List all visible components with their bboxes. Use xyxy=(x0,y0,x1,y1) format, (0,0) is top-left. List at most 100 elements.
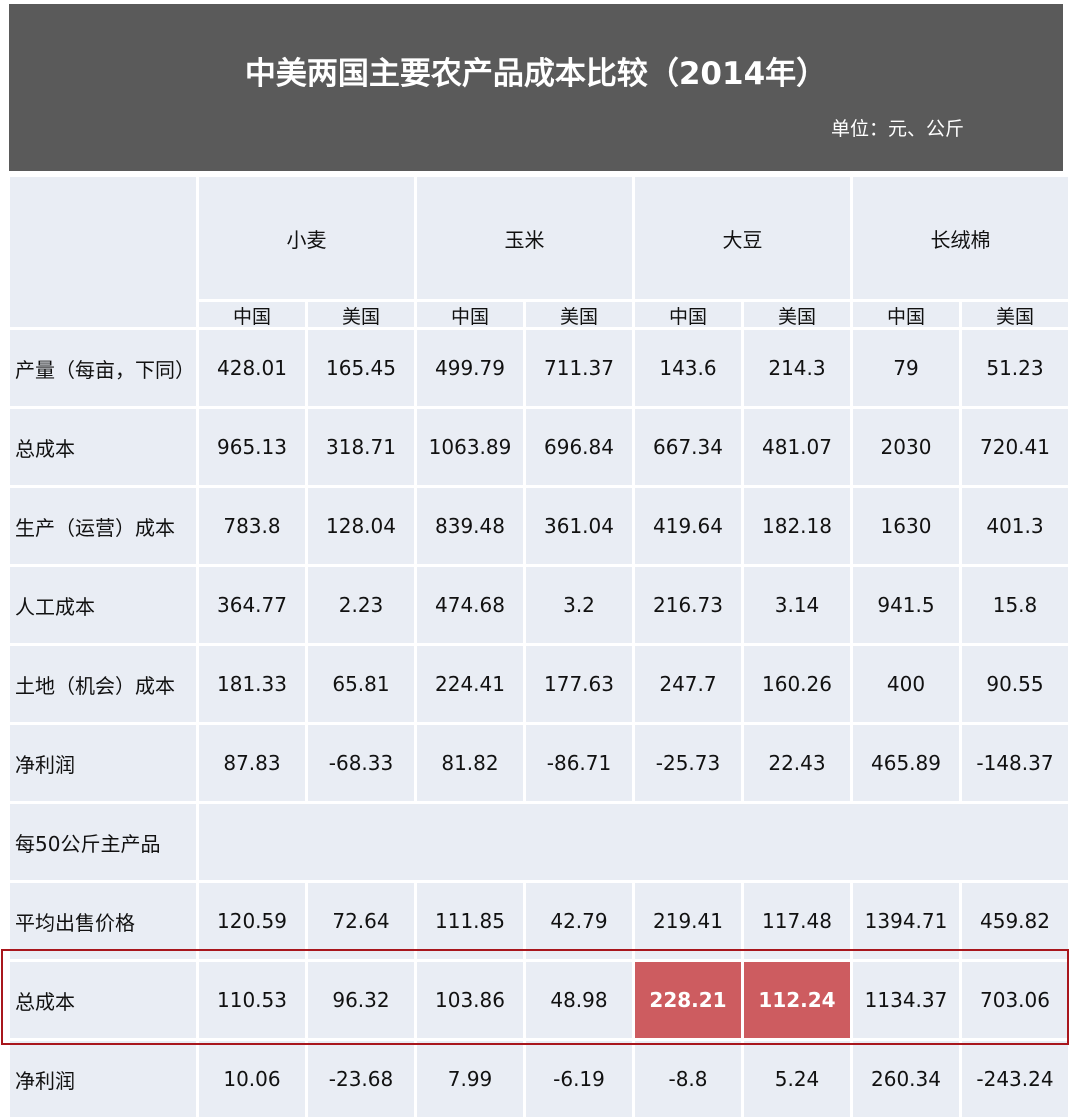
table-cell: 182.18 xyxy=(744,488,850,564)
country-header: 美国 xyxy=(962,302,1068,328)
table-cell: 219.41 xyxy=(635,883,741,959)
table-cell: 428.01 xyxy=(199,330,305,406)
table-cell: -25.73 xyxy=(635,725,741,801)
table-cell: 499.79 xyxy=(417,330,523,406)
table-cell: 1394.71 xyxy=(853,883,959,959)
table-cell: 160.26 xyxy=(744,646,850,722)
table-cell: 165.45 xyxy=(308,330,414,406)
table-cell: 711.37 xyxy=(526,330,632,406)
table-cell: 143.6 xyxy=(635,330,741,406)
country-header: 美国 xyxy=(308,302,414,328)
row-label: 净利润 xyxy=(10,1041,196,1117)
table-cell: 15.8 xyxy=(962,567,1068,643)
comparison-table: 小麦 玉米 大豆 长绒棉 中国 美国 中国 美国 中国 美国 中国 美国 产量（每亩，下同） 428.01… xyxy=(10,177,1068,1117)
table-cell: 117.48 xyxy=(744,883,850,959)
corner-cell xyxy=(10,177,196,327)
table-cell: 72.64 xyxy=(308,883,414,959)
row-label: 人工成本 xyxy=(10,567,196,643)
table-cell: 5.24 xyxy=(744,1041,850,1117)
group-header: 小麦 xyxy=(199,177,414,299)
country-header: 中国 xyxy=(635,302,741,328)
table-cell: 667.34 xyxy=(635,409,741,485)
row-label: 产量（每亩，下同） xyxy=(10,330,196,406)
section-spacer xyxy=(199,804,1068,880)
table-cell: 260.34 xyxy=(853,1041,959,1117)
table-cell: -243.24 xyxy=(962,1041,1068,1117)
table-cell: 10.06 xyxy=(199,1041,305,1117)
country-header: 中国 xyxy=(853,302,959,328)
table-cell: 90.55 xyxy=(962,646,1068,722)
table-cell: 1630 xyxy=(853,488,959,564)
table-cell: 181.33 xyxy=(199,646,305,722)
table-cell: 177.63 xyxy=(526,646,632,722)
table-cell: 7.99 xyxy=(417,1041,523,1117)
country-header: 中国 xyxy=(417,302,523,328)
table-cell: 941.5 xyxy=(853,567,959,643)
table-cell: 839.48 xyxy=(417,488,523,564)
table-cell: 81.82 xyxy=(417,725,523,801)
unit-note: 单位：元、公斤 xyxy=(831,118,965,140)
table-cell: 111.85 xyxy=(417,883,523,959)
table-cell: 79 xyxy=(853,330,959,406)
table-cell: 364.77 xyxy=(199,567,305,643)
table-cell: 965.13 xyxy=(199,409,305,485)
page-title: 中美两国主要农产品成本比较（2014年） xyxy=(244,56,828,92)
table-cell: 465.89 xyxy=(853,725,959,801)
table-cell: 318.71 xyxy=(308,409,414,485)
table-cell: 87.83 xyxy=(199,725,305,801)
row-label: 生产（运营）成本 xyxy=(10,488,196,564)
table-cell: 22.43 xyxy=(744,725,850,801)
group-header: 玉米 xyxy=(417,177,632,299)
table-cell: 459.82 xyxy=(962,883,1068,959)
row-label: 每50公斤主产品 xyxy=(10,804,196,880)
table-cell: 783.8 xyxy=(199,488,305,564)
highlighted-cell: 112.24 xyxy=(744,962,850,1038)
table-cell: 120.59 xyxy=(199,883,305,959)
table-cell: 216.73 xyxy=(635,567,741,643)
table-cell: 361.04 xyxy=(526,488,632,564)
table-cell: 224.41 xyxy=(417,646,523,722)
table-cell: 48.98 xyxy=(526,962,632,1038)
table-cell: 481.07 xyxy=(744,409,850,485)
row-label: 平均出售价格 xyxy=(10,883,196,959)
table-cell: 2.23 xyxy=(308,567,414,643)
table-cell: 1134.37 xyxy=(853,962,959,1038)
table-cell: 51.23 xyxy=(962,330,1068,406)
table-cell: 214.3 xyxy=(744,330,850,406)
group-header: 大豆 xyxy=(635,177,850,299)
table-cell: 103.86 xyxy=(417,962,523,1038)
table-cell: 128.04 xyxy=(308,488,414,564)
row-label: 净利润 xyxy=(10,725,196,801)
table-cell: 400 xyxy=(853,646,959,722)
highlighted-cell: 228.21 xyxy=(635,962,741,1038)
table-cell: -6.19 xyxy=(526,1041,632,1117)
table-cell: -148.37 xyxy=(962,725,1068,801)
country-header: 美国 xyxy=(744,302,850,328)
table-cell: 2030 xyxy=(853,409,959,485)
table-cell: 42.79 xyxy=(526,883,632,959)
table-cell: 3.2 xyxy=(526,567,632,643)
table-cell: 1063.89 xyxy=(417,409,523,485)
table-cell: -23.68 xyxy=(308,1041,414,1117)
table-cell: -8.8 xyxy=(635,1041,741,1117)
row-label: 总成本 xyxy=(10,409,196,485)
row-label: 总成本 xyxy=(10,962,196,1038)
table-cell: 110.53 xyxy=(199,962,305,1038)
table-cell: 65.81 xyxy=(308,646,414,722)
table-cell: 703.06 xyxy=(962,962,1068,1038)
table-cell: 247.7 xyxy=(635,646,741,722)
group-header: 长绒棉 xyxy=(853,177,1068,299)
table-cell: 401.3 xyxy=(962,488,1068,564)
table-cell: 419.64 xyxy=(635,488,741,564)
row-label: 土地（机会）成本 xyxy=(10,646,196,722)
table-cell: 96.32 xyxy=(308,962,414,1038)
table-cell: 696.84 xyxy=(526,409,632,485)
country-header: 中国 xyxy=(199,302,305,328)
table-cell: 3.14 xyxy=(744,567,850,643)
title-banner: 中美两国主要农产品成本比较（2014年） 单位：元、公斤 xyxy=(9,4,1063,171)
table-cell: 720.41 xyxy=(962,409,1068,485)
table-cell: -68.33 xyxy=(308,725,414,801)
country-header: 美国 xyxy=(526,302,632,328)
table-cell: -86.71 xyxy=(526,725,632,801)
table-cell: 474.68 xyxy=(417,567,523,643)
